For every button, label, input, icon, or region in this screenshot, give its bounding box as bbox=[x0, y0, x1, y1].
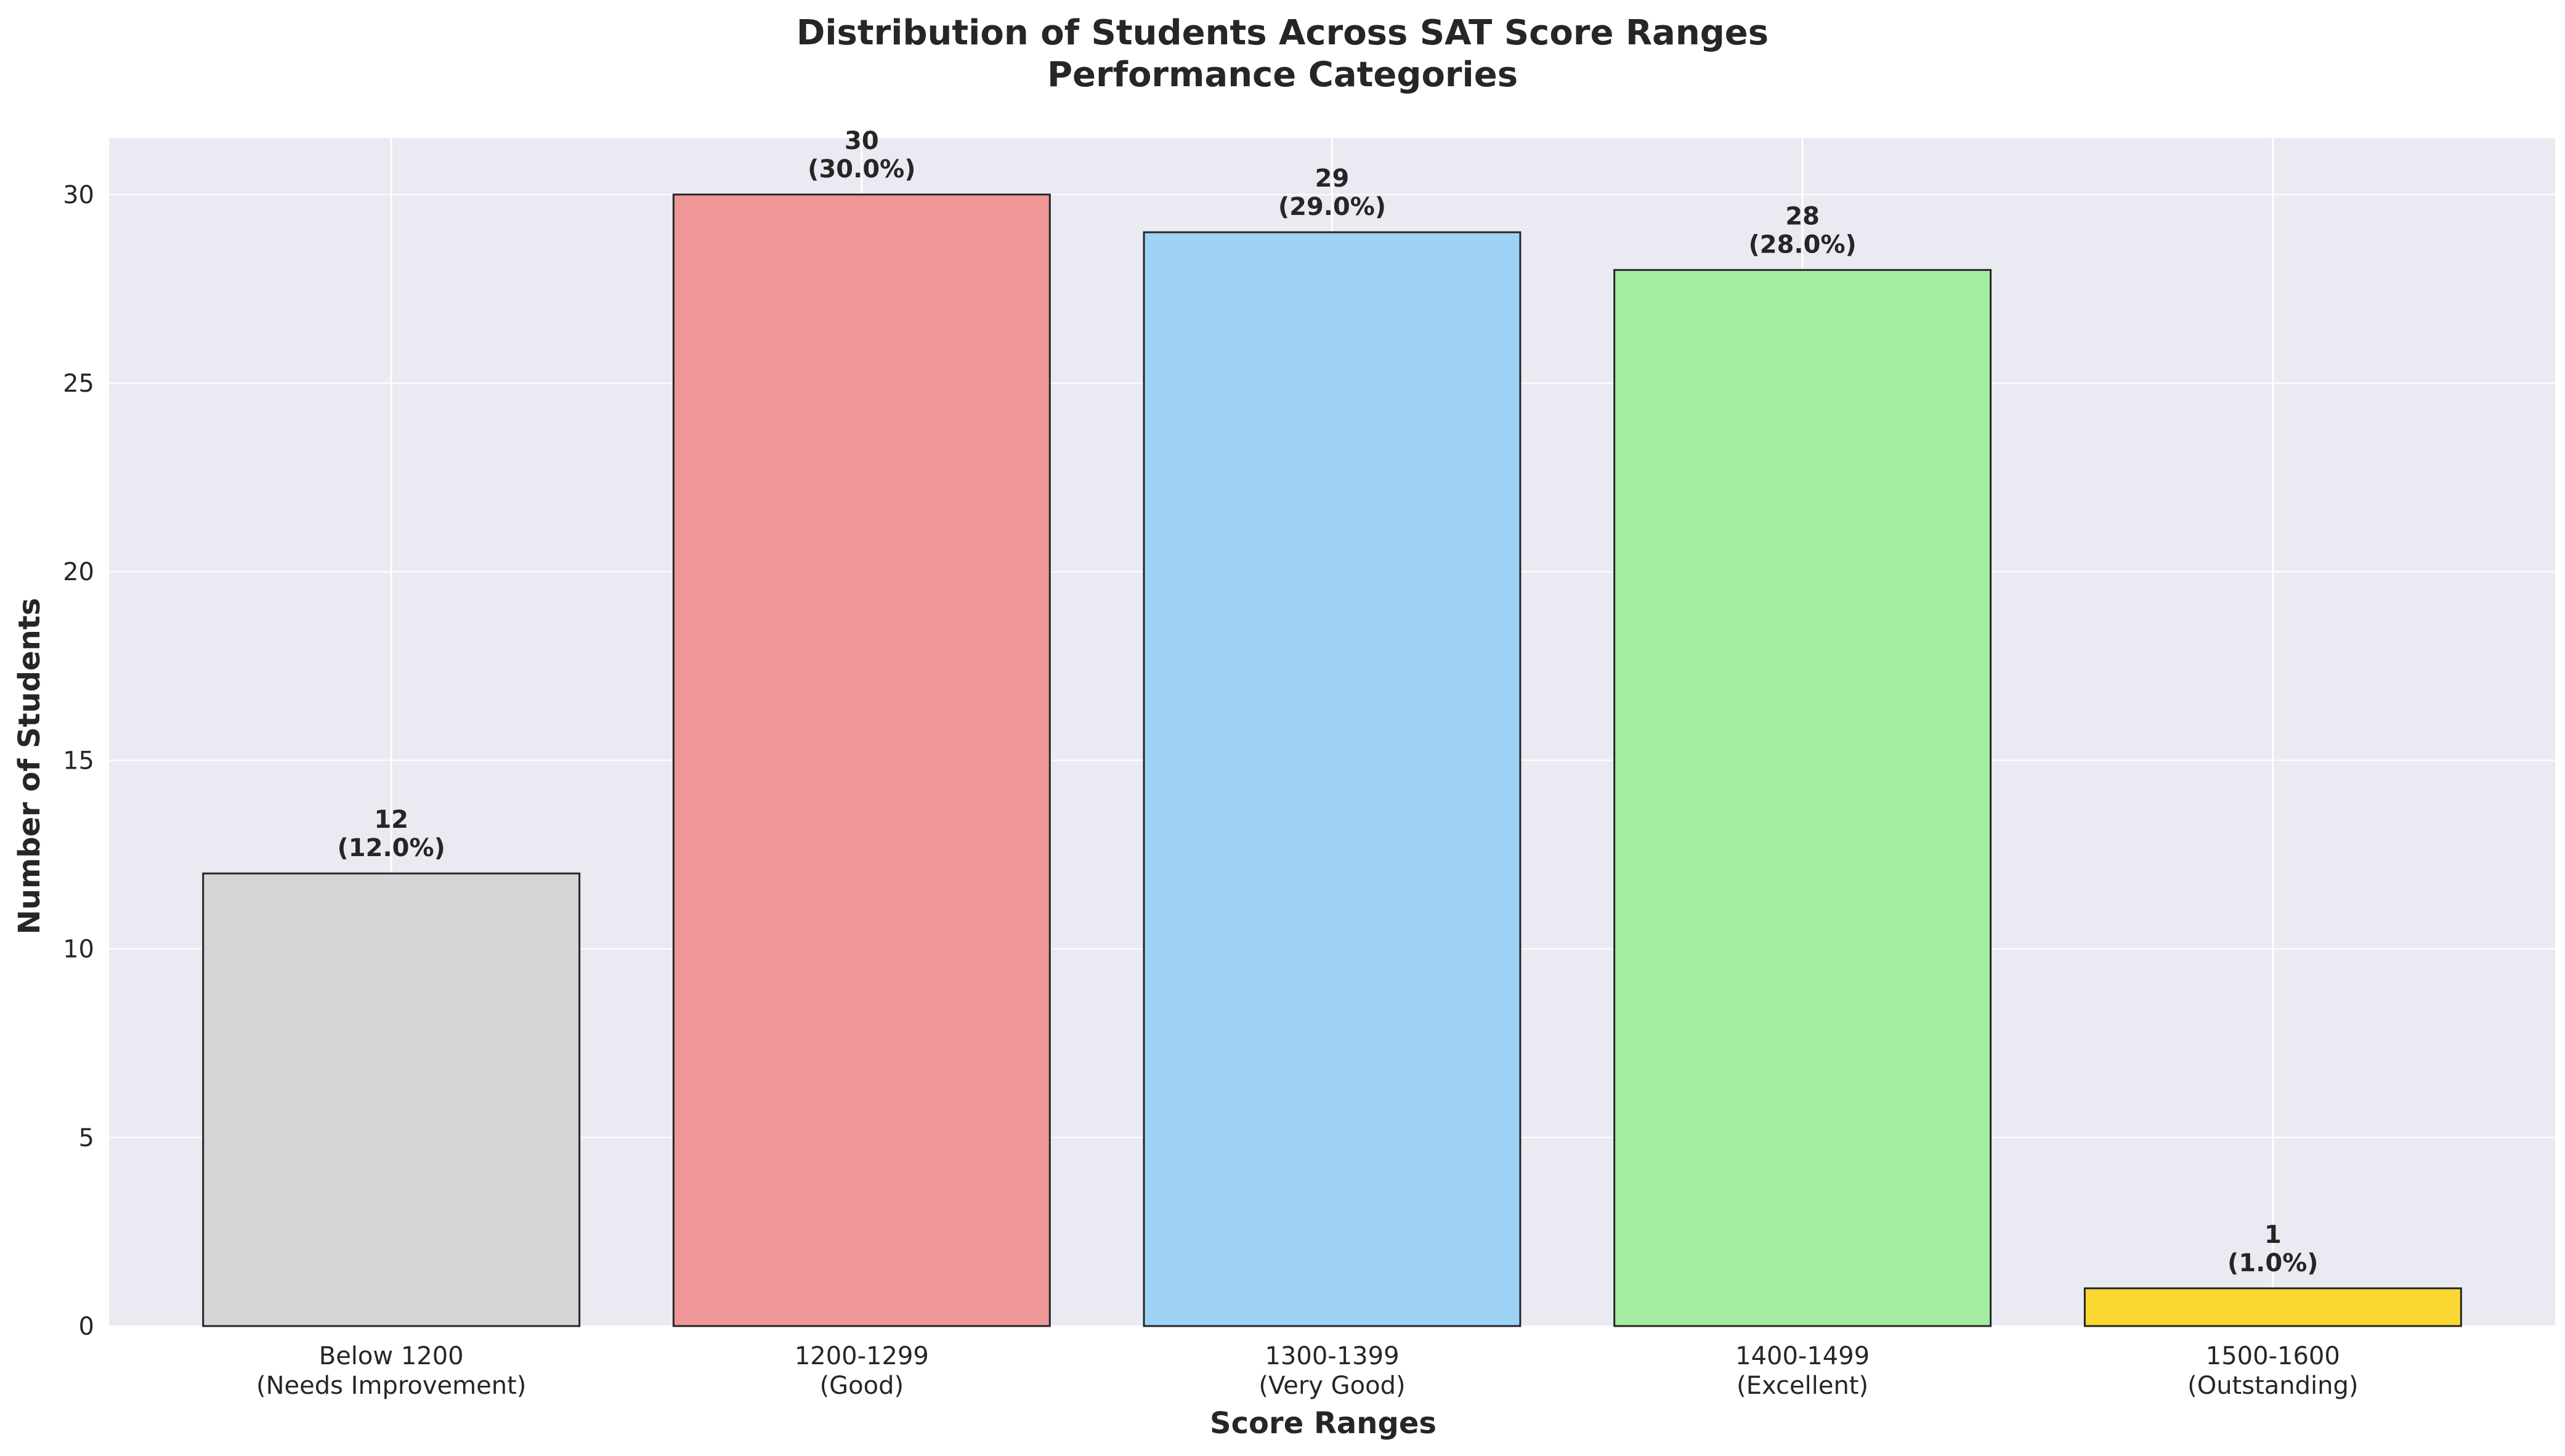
x-tick-sublabel: (Needs Improvement) bbox=[256, 1372, 526, 1400]
x-tick-label: Below 1200 bbox=[319, 1342, 464, 1370]
x-tick-sublabel: (Very Good) bbox=[1258, 1372, 1405, 1400]
y-tick-label: 20 bbox=[63, 558, 94, 586]
bar bbox=[1613, 269, 1992, 1327]
bar bbox=[1143, 231, 1522, 1327]
y-axis-label: Number of Students bbox=[12, 598, 47, 935]
x-tick-label: 1500-1600 bbox=[2206, 1342, 2340, 1370]
data-labels: 12(12.0%) 30(30.0%) 29(29.0%) 28(28.0%) 1(1.… bbox=[338, 127, 2319, 1277]
x-tick-label: 1300-1399 bbox=[1265, 1342, 1399, 1370]
x-tick-label: 1400-1499 bbox=[1735, 1342, 1870, 1370]
bar-value-label: 29 bbox=[1315, 164, 1350, 193]
y-tick-label: 25 bbox=[63, 370, 94, 398]
chart-title: Distribution of Students Across SAT Scor… bbox=[796, 13, 1769, 53]
bar-percent-label: (12.0%) bbox=[338, 834, 445, 862]
y-tick-label: 30 bbox=[63, 181, 94, 209]
bar-value-label: 28 bbox=[1785, 202, 1820, 230]
bar-percent-label: (1.0%) bbox=[2227, 1249, 2319, 1277]
y-tick-label: 10 bbox=[63, 936, 94, 964]
y-ticks: 0 5 10 15 20 25 30 bbox=[63, 181, 94, 1341]
x-ticks: Below 1200(Needs Improvement) 1200-1299(G… bbox=[256, 1342, 2358, 1400]
bar-value-label: 1 bbox=[2264, 1221, 2282, 1249]
bar-value-label: 12 bbox=[374, 806, 408, 834]
x-tick-label: 1200-1299 bbox=[795, 1342, 929, 1370]
bar-value-label: 30 bbox=[845, 127, 879, 155]
bars bbox=[202, 193, 2462, 1327]
x-axis-label: Score Ranges bbox=[1210, 1406, 1436, 1441]
bar bbox=[2083, 1287, 2462, 1327]
bar-percent-label: (29.0%) bbox=[1278, 193, 1386, 221]
x-tick-sublabel: (Good) bbox=[820, 1372, 904, 1400]
x-tick-sublabel: (Outstanding) bbox=[2187, 1372, 2358, 1400]
bar bbox=[672, 193, 1051, 1327]
bar-percent-label: (30.0%) bbox=[808, 155, 915, 184]
y-tick-label: 0 bbox=[79, 1312, 94, 1341]
x-tick-sublabel: (Excellent) bbox=[1736, 1372, 1868, 1400]
y-tick-label: 15 bbox=[63, 746, 94, 775]
y-tick-label: 5 bbox=[79, 1124, 94, 1152]
chart-subtitle: Performance Categories bbox=[1047, 55, 1518, 95]
bar bbox=[202, 872, 581, 1327]
bar-percent-label: (28.0%) bbox=[1748, 230, 1856, 259]
